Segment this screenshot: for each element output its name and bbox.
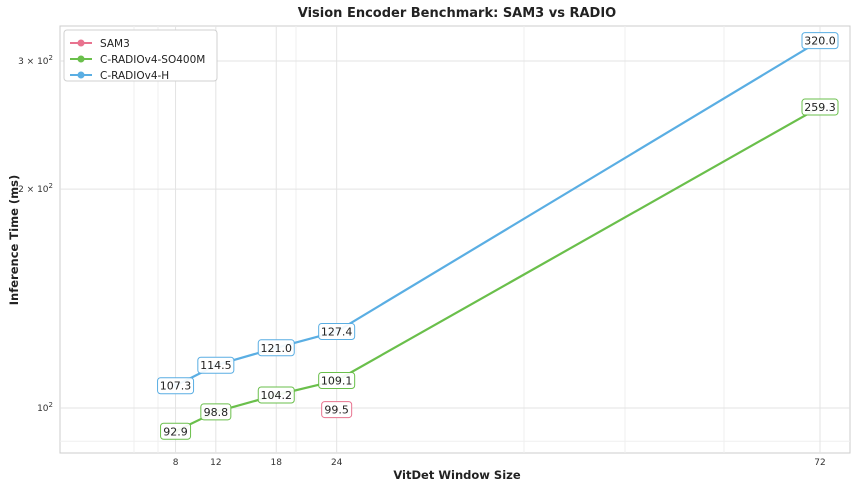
legend-marker [77, 71, 85, 79]
data-label: 99.5 [321, 401, 353, 419]
x-tick-label: 18 [271, 458, 283, 468]
data-label-box [801, 32, 839, 50]
data-label: 127.4 [318, 323, 356, 341]
data-label-text: 107.3 [160, 380, 192, 393]
data-label-box [801, 98, 839, 116]
legend-item: C-RADIOv4-H [70, 70, 169, 82]
chart-title: Vision Encoder Benchmark: SAM3 vs RADIO [298, 6, 617, 21]
legend-label: SAM3 [100, 38, 130, 50]
x-tick-label: 8 [173, 458, 179, 468]
data-label-box [197, 356, 235, 374]
legend-item: SAM3 [70, 38, 130, 50]
data-label-text: 104.2 [261, 389, 293, 402]
data-label-text: 99.5 [324, 404, 349, 417]
data-label: 107.3 [157, 377, 195, 395]
y-axis-label: Inference Time (ms) [7, 175, 21, 305]
data-label: 121.0 [257, 339, 295, 357]
x-axis-label: VitDet Window Size [393, 468, 520, 482]
y-tick-exponent: 2 [49, 182, 53, 190]
data-label-text: 109.1 [321, 374, 353, 387]
x-tick-label: 12 [210, 458, 221, 468]
legend-item: C-RADIOv4-SO400M [70, 54, 205, 66]
data-label-box [318, 371, 356, 389]
y-tick-label: 102 [37, 401, 53, 414]
data-label: 104.2 [257, 386, 295, 404]
data-label-text: 259.3 [804, 101, 836, 114]
legend-box [63, 29, 218, 82]
data-label-text: 127.4 [321, 326, 353, 339]
legend-label: C-RADIOv4-H [100, 70, 169, 82]
data-label-box [200, 403, 232, 421]
legend-marker [77, 55, 85, 63]
data-label-text: 114.5 [200, 359, 232, 372]
data-label: 92.9 [160, 422, 192, 440]
x-tick-label: 24 [331, 458, 343, 468]
data-label-text: 320.0 [804, 35, 836, 48]
data-label-text: 121.0 [261, 342, 293, 355]
y-tick-label: 3 × 102 [18, 54, 53, 67]
data-label: 98.8 [200, 403, 232, 421]
data-label: 320.0 [801, 32, 839, 50]
x-axis-ticks: 8 12 18 24 72 [173, 458, 826, 468]
data-label: 109.1 [318, 371, 356, 389]
legend-label: C-RADIOv4-SO400M [100, 54, 205, 66]
data-label: 259.3 [801, 98, 839, 116]
y-axis-ticks: 102 2 × 102 3 × 102 [18, 54, 53, 414]
data-label: 114.5 [197, 356, 235, 374]
data-label-box [160, 422, 192, 440]
x-tick-label: 72 [814, 458, 825, 468]
legend-marker [77, 39, 85, 47]
data-label-text: 98.8 [204, 406, 229, 419]
y-tick-exponent: 2 [49, 401, 53, 409]
y-tick-exponent: 2 [49, 54, 53, 62]
data-label-box [257, 339, 295, 357]
data-label-box [257, 386, 295, 404]
y-tick-label: 2 × 102 [18, 182, 53, 195]
data-label-text: 92.9 [163, 425, 188, 438]
data-label-box [318, 323, 356, 341]
data-label-box [157, 377, 195, 395]
data-labels: 99.5 92.9 98.8 104.2 109.1 259.3 107.3 114.5 121… [157, 32, 839, 440]
legend: SAM3 C-RADIOv4-SO400M C-RADIOv4-H [63, 29, 218, 82]
data-label-box [321, 401, 353, 419]
